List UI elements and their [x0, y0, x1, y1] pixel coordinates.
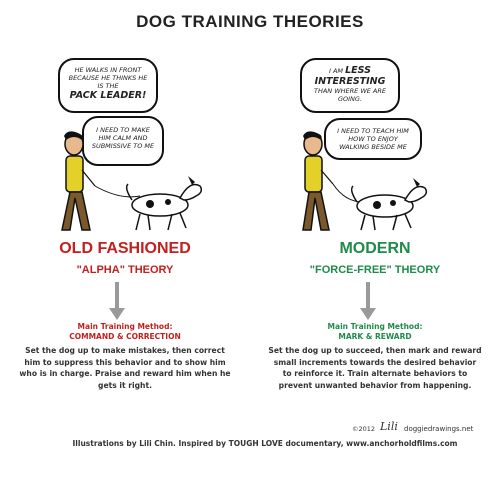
bubble-emphasis: LESS INTERESTING	[314, 65, 386, 87]
bubble-text: THAN WHERE WE ARE GOING.	[313, 87, 386, 103]
page-title: DOG TRAINING THEORIES	[136, 12, 364, 31]
speech-bubble-left-1: HE WALKS IN FRONT BECAUSE HE THINKS HE I…	[58, 58, 158, 113]
method-value-modern: MARK & REWARD	[338, 332, 412, 341]
credits-line: Illustrations by Lili Chin. Inspired by …	[72, 439, 458, 448]
speech-bubble-right-1: I AM LESS INTERESTING THAN WHERE WE ARE …	[300, 58, 400, 113]
speech-bubble-left-2: I NEED TO MAKE HIM CALM AND SUBMISSIVE T…	[82, 116, 164, 166]
description-modern: Set the dog up to succeed, then mark and…	[268, 346, 482, 390]
method-label-modern: Main Training Method:	[327, 322, 423, 331]
arrow-down-icon	[109, 282, 125, 320]
man-walking-dog-illustration-left	[61, 131, 203, 231]
bubble-emphasis: PACK LEADER!	[69, 90, 147, 101]
method-value-old: COMMAND & CORRECTION	[69, 332, 181, 341]
arrow-down-icon	[360, 282, 376, 320]
bubble-text: HE WALKS IN FRONT BECAUSE HE THINKS HE I…	[68, 66, 148, 90]
bubble-text: I NEED TO MAKE HIM CALM AND SUBMISSIVE T…	[91, 126, 155, 150]
modern-heading: MODERN	[339, 240, 411, 257]
bubble-text: I AM	[328, 67, 344, 75]
site-url[interactable]: doggiedrawings.net	[404, 425, 474, 433]
man-walking-dog-illustration-right	[302, 131, 428, 231]
force-free-theory-subheading: "FORCE-FREE" THEORY	[309, 264, 441, 276]
artist-signature: Lili	[380, 420, 398, 433]
alpha-theory-subheading: "ALPHA" THEORY	[76, 264, 174, 276]
old-fashioned-heading: OLD FASHIONED	[59, 240, 191, 257]
bubble-text: I NEED TO TEACH HIM HOW TO ENJOY WALKING…	[337, 127, 409, 151]
copyright-text: ©2012	[352, 425, 376, 433]
speech-bubble-right-2: I NEED TO TEACH HIM HOW TO ENJOY WALKING…	[324, 118, 422, 160]
description-old: Set the dog up to make mistakes, then co…	[19, 346, 231, 390]
method-label-old: Main Training Method:	[77, 322, 173, 331]
